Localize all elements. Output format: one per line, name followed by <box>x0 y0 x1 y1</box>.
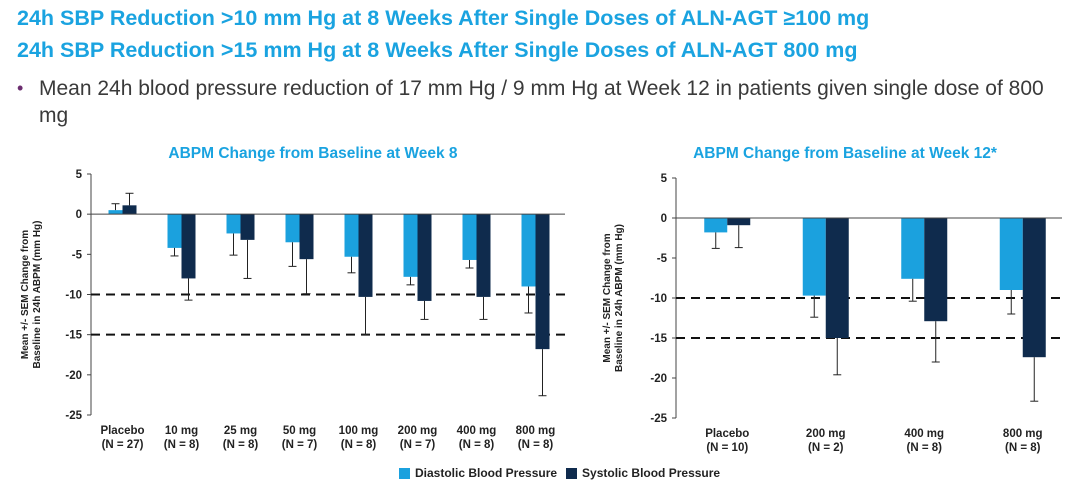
y-axis-label-line-1: Mean +/- SEM Change from <box>602 233 613 362</box>
bar-systolic <box>240 214 255 240</box>
bar-systolic <box>358 214 373 297</box>
bar-systolic <box>417 214 432 301</box>
y-tick-label: 5 <box>661 173 668 185</box>
y-tick-label: -25 <box>650 413 667 425</box>
legend-item-diastolic: Diastolic Blood Pressure <box>399 466 557 480</box>
legend-label-diastolic: Diastolic Blood Pressure <box>415 466 558 480</box>
bar-diastolic <box>285 214 300 243</box>
y-axis-label-line-2: Baseline in 24h ABPM (mm Hg) <box>32 221 43 369</box>
bar-diastolic <box>403 214 418 277</box>
y-tick-label: 0 <box>661 213 667 225</box>
y-tick-label: -15 <box>65 330 82 342</box>
y-tick-label: -20 <box>650 373 667 385</box>
x-tick-n-label: (N = 7) <box>400 439 436 451</box>
chart-week-12: ABPM Change from Baseline at Week 12* Mea… <box>602 145 1062 454</box>
bar-diastolic <box>802 218 826 296</box>
x-tick-n-label: (N = 8) <box>223 439 259 451</box>
bullet-point: • Mean 24h blood pressure reduction of 1… <box>17 75 1067 129</box>
y-tick-label: -10 <box>65 290 82 302</box>
legend-label-systolic: Systolic Blood Pressure <box>582 466 721 480</box>
x-tick-label: 800 mg <box>1003 428 1043 440</box>
bar-diastolic <box>521 214 536 287</box>
x-tick-label: 200 mg <box>398 425 438 437</box>
bar-diastolic <box>226 214 241 234</box>
bar-systolic <box>924 218 948 322</box>
bar-diastolic <box>704 218 728 233</box>
bar-systolic <box>122 205 137 215</box>
y-tick-label: -5 <box>72 249 83 261</box>
x-tick-label: 100 mg <box>339 425 379 437</box>
chart-title: ABPM Change from Baseline at Week 8 <box>168 145 458 162</box>
y-tick-label: -25 <box>65 410 82 422</box>
chart-week-8: ABPM Change from Baseline at Week 8 Mean … <box>20 145 565 451</box>
x-tick-label: 25 mg <box>224 425 257 437</box>
bar-systolic <box>299 214 314 260</box>
headline-primary: 24h SBP Reduction >10 mm Hg at 8 Weeks A… <box>17 6 870 30</box>
chart-legend: Diastolic Blood Pressure Systolic Blood … <box>399 466 729 480</box>
x-tick-n-label: (N = 2) <box>808 442 844 454</box>
bullet-text: Mean 24h blood pressure reduction of 17 … <box>39 77 1044 127</box>
y-tick-label: -20 <box>65 370 82 382</box>
x-tick-n-label: (N = 27) <box>102 439 144 451</box>
x-tick-label: 400 mg <box>457 425 497 437</box>
legend-swatch-systolic <box>566 467 578 479</box>
x-tick-label: Placebo <box>100 425 144 437</box>
x-tick-n-label: (N = 8) <box>1005 442 1041 454</box>
legend-swatch-diastolic <box>399 467 410 479</box>
bar-diastolic <box>901 218 925 279</box>
legend-item-systolic: Systolic Blood Pressure <box>566 466 720 480</box>
y-axis-label: Mean +/- SEM Change fromBaseline in 24h … <box>602 224 625 372</box>
y-tick-label: -15 <box>650 333 667 345</box>
bar-systolic <box>535 214 550 350</box>
bar-diastolic <box>462 214 477 260</box>
bar-diastolic <box>344 214 359 257</box>
bar-systolic <box>825 218 849 338</box>
y-axis-label: Mean +/- SEM Change fromBaseline in 24h … <box>20 221 43 369</box>
x-tick-label: 800 mg <box>516 425 556 437</box>
x-tick-n-label: (N = 8) <box>459 439 495 451</box>
x-tick-n-label: (N = 8) <box>164 439 200 451</box>
x-tick-label: 400 mg <box>904 428 944 440</box>
bullet-icon: • <box>17 78 24 98</box>
y-tick-label: 0 <box>76 209 82 221</box>
x-tick-n-label: (N = 8) <box>341 439 377 451</box>
x-tick-label: 200 mg <box>806 428 846 440</box>
x-tick-label: Placebo <box>705 428 749 440</box>
x-tick-n-label: (N = 10) <box>706 442 748 454</box>
y-tick-label: 5 <box>76 169 83 181</box>
bar-diastolic <box>999 218 1023 290</box>
x-tick-n-label: (N = 8) <box>518 439 554 451</box>
x-tick-label: 10 mg <box>165 425 198 437</box>
x-tick-n-label: (N = 7) <box>282 439 318 451</box>
bar-systolic <box>727 218 751 226</box>
x-tick-label: 50 mg <box>283 425 316 437</box>
bar-systolic <box>476 214 491 297</box>
bar-diastolic <box>108 210 123 215</box>
bar-systolic <box>1022 218 1046 358</box>
bar-systolic <box>181 214 196 279</box>
y-tick-label: -10 <box>650 293 667 305</box>
headline-secondary: 24h SBP Reduction >15 mm Hg at 8 Weeks A… <box>17 38 858 62</box>
bar-diastolic <box>167 214 182 248</box>
y-axis-label-line-1: Mean +/- SEM Change from <box>20 230 31 359</box>
x-tick-n-label: (N = 8) <box>907 442 943 454</box>
y-tick-label: -5 <box>657 253 668 265</box>
y-axis-label-line-2: Baseline in 24h ABPM (mm Hg) <box>614 224 625 372</box>
chart-title: ABPM Change from Baseline at Week 12* <box>693 145 998 162</box>
